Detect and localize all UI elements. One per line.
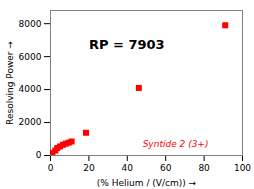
svg-text:60: 60 [160, 163, 172, 173]
svg-text:4000: 4000 [19, 84, 42, 94]
svg-text:100: 100 [234, 163, 251, 173]
svg-text:(% Helium / (V/cm)) →: (% Helium / (V/cm)) → [97, 178, 197, 188]
svg-text:RP = 7903: RP = 7903 [89, 37, 165, 52]
svg-text:6000: 6000 [19, 52, 42, 62]
svg-text:0: 0 [48, 163, 54, 173]
svg-text:0: 0 [36, 150, 42, 160]
svg-text:8000: 8000 [19, 19, 42, 29]
svg-text:20: 20 [83, 163, 95, 173]
svg-text:40: 40 [122, 163, 134, 173]
svg-text:Syntide 2 (3+): Syntide 2 (3+) [143, 139, 209, 149]
svg-text:Resolving Power →: Resolving Power → [5, 41, 15, 125]
svg-text:2000: 2000 [19, 117, 42, 127]
svg-text:80: 80 [198, 163, 210, 173]
